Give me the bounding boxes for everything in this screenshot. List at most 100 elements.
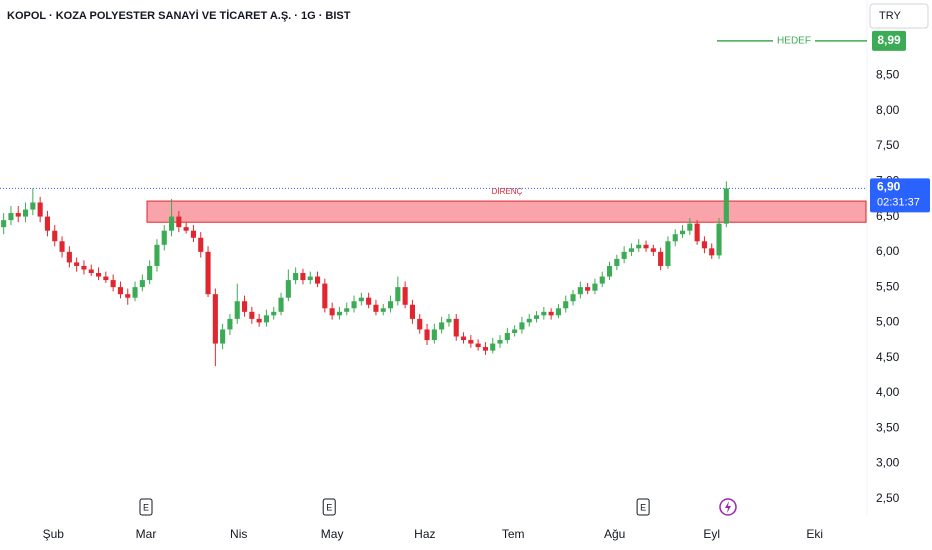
last-price-badge: [870, 178, 930, 213]
candle-body: [139, 280, 145, 288]
candle-body: [694, 223, 700, 242]
candle-body: [307, 276, 313, 281]
candle-body: [658, 251, 664, 266]
resistance-zone: [146, 200, 867, 223]
x-tick-label: May: [321, 527, 344, 541]
x-tick-label: Ağu: [604, 527, 625, 541]
candle-body: [679, 230, 686, 235]
currency-box[interactable]: [869, 3, 929, 29]
candle-body: [468, 340, 474, 344]
candle-body: [190, 230, 197, 238]
candle-body: [665, 241, 671, 266]
candle-body: [81, 265, 87, 270]
target-label-bg: [773, 33, 815, 48]
candle-body: [672, 234, 678, 242]
x-tick-label: Eki: [806, 527, 823, 541]
y-tick-label: 3,00: [876, 456, 900, 470]
candle-body: [475, 343, 481, 348]
candle-body: [373, 304, 379, 312]
y-tick-label: 5,00: [876, 315, 900, 329]
candle-body: [358, 297, 364, 302]
candle-body: [585, 287, 591, 291]
event-label: E: [143, 502, 149, 512]
candle-body: [285, 280, 291, 298]
x-tick-label: Nis: [230, 527, 247, 541]
candle-body: [198, 237, 204, 252]
candle-body: [555, 308, 561, 316]
last-price-value: 6,90: [877, 180, 901, 194]
candle-body: [402, 287, 408, 305]
candle-body: [147, 265, 153, 281]
candle-body: [446, 318, 452, 323]
y-tick-label: 6,00: [876, 244, 900, 258]
candle-body: [52, 230, 58, 242]
candle-body: [8, 213, 14, 221]
candle-body: [59, 241, 65, 252]
candle-body: [183, 227, 189, 231]
y-tick-label: 4,50: [876, 350, 900, 364]
x-tick-label: Eyl: [703, 527, 720, 541]
candle-body: [344, 308, 350, 312]
candle-body: [103, 276, 109, 281]
candle-body: [22, 209, 29, 217]
candle-body: [439, 322, 445, 330]
candle-body: [110, 280, 116, 288]
x-tick-label: Haz: [414, 527, 435, 541]
candle-body: [519, 322, 525, 330]
candle-body: [117, 287, 124, 295]
candle-body: [621, 251, 627, 259]
candle-body: [176, 216, 182, 228]
candle-body: [241, 301, 248, 312]
candle-body: [205, 251, 211, 295]
candle-body: [636, 244, 642, 249]
candle-body: [380, 308, 386, 312]
candle-body: [424, 329, 430, 341]
candle-body: [366, 297, 372, 305]
candle-body: [504, 332, 510, 341]
chart-title: KOPOL · KOZA POLYESTER SANAYİ VE TİCARET…: [7, 9, 351, 22]
target-badge: [872, 30, 906, 51]
candle-body: [606, 265, 613, 277]
candle-body: [701, 241, 707, 249]
candle-body: [541, 311, 547, 316]
candle-body: [628, 248, 634, 252]
candle-body: [490, 343, 496, 351]
x-tick-label: Mar: [136, 527, 157, 541]
candle-body: [592, 283, 598, 291]
target-label: HEDEF: [777, 36, 811, 47]
lightning-bolt: [725, 501, 731, 513]
candle-body: [709, 248, 715, 256]
candle-body: [256, 318, 262, 323]
candle-body: [650, 248, 656, 252]
candle-body: [212, 294, 218, 344]
candle-body: [716, 223, 722, 256]
candle-body: [417, 318, 423, 330]
candle-body: [453, 318, 459, 337]
target-value: 8,99: [877, 33, 901, 47]
candle-body: [88, 269, 94, 274]
candle-body: [599, 276, 605, 284]
candle-body: [125, 294, 131, 298]
x-tick-label: Tem: [502, 527, 525, 541]
candle-body: [460, 336, 467, 341]
candle-body: [548, 311, 554, 316]
candle-body: [614, 258, 620, 266]
candle-body: [533, 315, 540, 319]
candle-body: [278, 297, 284, 312]
candle-body: [249, 311, 255, 319]
candle-body: [271, 311, 277, 316]
candle-body: [431, 329, 437, 341]
candle-body: [30, 202, 36, 210]
candle-body: [351, 301, 357, 309]
candle-body: [387, 301, 394, 309]
candle-body: [314, 276, 321, 284]
y-tick-label: 8,50: [876, 68, 900, 82]
candle-body: [168, 216, 175, 231]
candle-body: [44, 216, 51, 231]
candle-body: [161, 230, 167, 245]
candle-body: [329, 308, 335, 316]
candle-body: [643, 244, 649, 249]
candle-body: [37, 202, 43, 217]
